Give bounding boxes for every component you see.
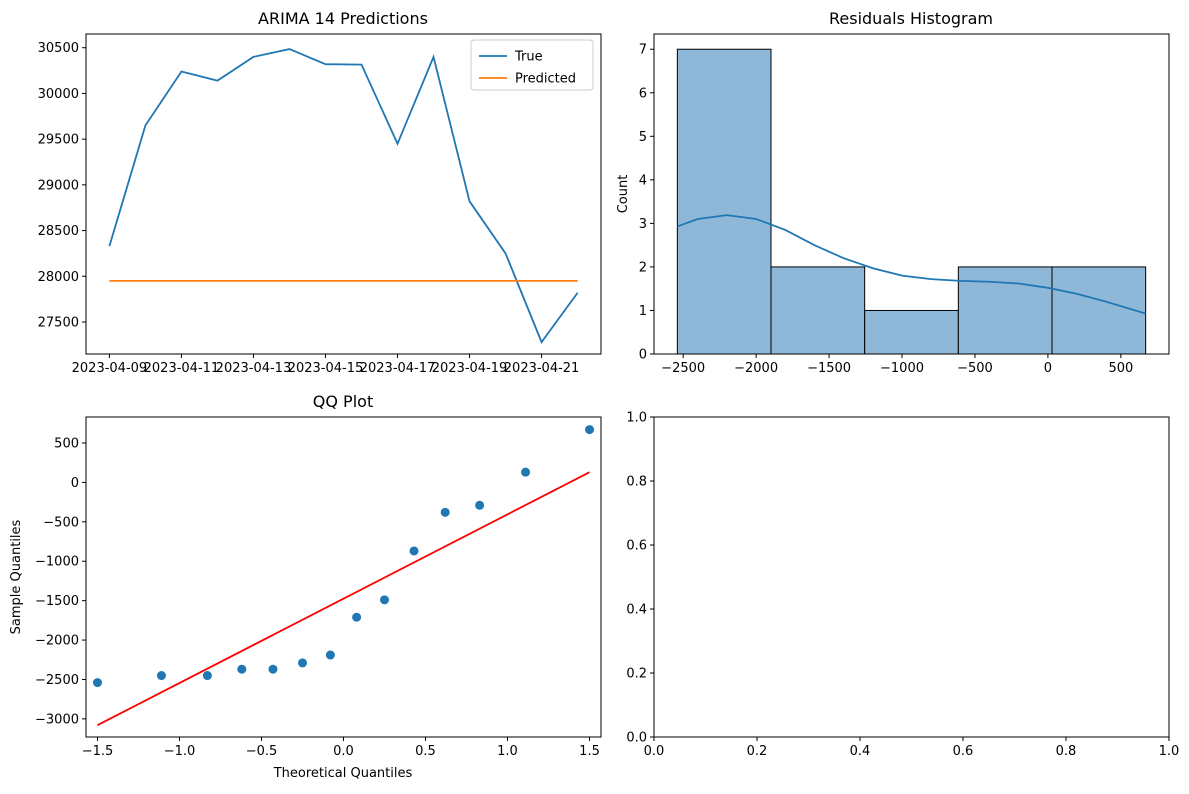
qq-point — [352, 612, 362, 622]
qq-point — [237, 664, 247, 674]
y-tick-label: 29500 — [38, 133, 79, 148]
y-tick-label: −2000 — [35, 634, 79, 649]
y-tick-label: 4 — [639, 173, 647, 188]
qq-point — [92, 678, 102, 688]
qq-point — [325, 650, 335, 660]
y-tick-label: 0.0 — [626, 731, 647, 746]
histogram-bar — [676, 48, 772, 355]
histogram-bar — [770, 266, 866, 355]
x-tick-label: 1.0 — [1159, 744, 1180, 759]
x-tick-label: −1500 — [807, 361, 851, 376]
y-tick-label: 30500 — [38, 41, 79, 56]
qq-point — [268, 664, 278, 674]
y-tick-label: 0.8 — [626, 475, 647, 490]
y-tick-label: 3 — [639, 217, 647, 232]
x-tick-label: 2023-04-09 — [72, 361, 148, 376]
axes-frame — [653, 33, 1170, 355]
y-axis-label: Count — [616, 175, 631, 214]
y-tick-label: 1 — [639, 304, 647, 319]
x-tick-label: 2023-04-21 — [504, 361, 580, 376]
empty-chart: 0.0 0.2 0.4 0.6 0.8 1.0 0.0 0.2 0.4 0.6 0.8 1.0 — [626, 411, 1179, 760]
x-tick-label: 1.5 — [579, 744, 600, 759]
x-tick-label: −2000 — [734, 361, 778, 376]
residuals-histogram-chart: Residuals Histogram Count 0 1 2 3 4 5 6 7 −2500 −… — [616, 9, 1170, 376]
y-tick-label: 1.0 — [626, 411, 647, 426]
x-tick-label: −0.5 — [246, 744, 278, 759]
qq-point — [521, 467, 531, 477]
y-tick-label: −3000 — [35, 712, 79, 727]
y-tick-label: 7 — [639, 43, 647, 58]
y-tick-label: −1500 — [35, 594, 79, 609]
y-tick-label: 29000 — [38, 178, 79, 193]
y-tick-label: 0 — [639, 348, 647, 363]
x-tick-label: 0.2 — [747, 744, 768, 759]
histogram-bar — [864, 309, 959, 355]
y-tick-label: 28000 — [38, 270, 79, 285]
qq-point — [156, 671, 166, 681]
y-tick-label: 28500 — [38, 224, 79, 239]
qq-point — [409, 546, 419, 556]
y-tick-label: 0.6 — [626, 539, 647, 554]
axes-frame — [653, 416, 1170, 738]
predictions-chart: ARIMA 14 Predictions 27500 28000 28500 2900… — [38, 9, 602, 376]
x-tick-label: 0.4 — [850, 744, 871, 759]
histogram-bar — [957, 266, 1053, 355]
x-tick-label: 2023-04-19 — [432, 361, 508, 376]
x-tick-label: 2023-04-17 — [360, 361, 436, 376]
x-tick-label: −500 — [957, 361, 993, 376]
y-tick-label: −1000 — [35, 555, 79, 570]
axes-frame — [85, 416, 602, 738]
x-tick-label: 2023-04-15 — [288, 361, 364, 376]
y-tick-label: 0.2 — [626, 667, 647, 682]
y-tick-label: 500 — [54, 437, 79, 452]
y-tick-label: 30000 — [38, 87, 79, 102]
x-tick-label: 1.0 — [497, 744, 518, 759]
x-tick-label: 2023-04-11 — [144, 361, 220, 376]
x-tick-label: 0.5 — [415, 744, 436, 759]
qq-point — [440, 507, 450, 517]
histogram-bar — [1051, 266, 1147, 355]
y-tick-label: 0.4 — [626, 603, 647, 618]
y-tick-label: 6 — [639, 86, 647, 101]
legend: True Predicted — [470, 39, 594, 91]
kde-curve — [677, 214, 1146, 315]
x-tick-label: 500 — [1108, 361, 1133, 376]
legend-label: True — [514, 50, 543, 65]
x-tick-label: −2500 — [661, 361, 705, 376]
x-tick-label: 0.0 — [644, 744, 665, 759]
qq-point — [297, 658, 307, 668]
x-tick-label: −1000 — [880, 361, 924, 376]
chart-title: ARIMA 14 Predictions — [258, 9, 428, 28]
series-line-true — [108, 48, 579, 344]
chart-title: QQ Plot — [313, 392, 373, 411]
qq-plot-chart: QQ Plot Theoretical Quantiles Sample Qua… — [9, 392, 602, 781]
qq-point — [475, 500, 485, 510]
y-axis-label: Sample Quantiles — [9, 519, 24, 634]
axes-frame — [85, 33, 602, 355]
x-tick-label: −1.5 — [82, 744, 114, 759]
qq-point — [585, 425, 595, 435]
y-tick-label: −2500 — [35, 673, 79, 688]
legend-label: Predicted — [515, 72, 576, 87]
x-axis-label: Theoretical Quantiles — [273, 766, 413, 781]
reference-line — [97, 471, 590, 726]
x-tick-label: −1.0 — [164, 744, 196, 759]
x-tick-label: 0.6 — [953, 744, 974, 759]
y-tick-label: 5 — [639, 130, 647, 145]
qq-point — [202, 671, 212, 681]
x-tick-label: 0.0 — [333, 744, 354, 759]
qq-point — [380, 595, 390, 605]
chart-title: Residuals Histogram — [829, 9, 993, 28]
y-tick-label: 27500 — [38, 316, 79, 331]
y-tick-label: 2 — [639, 260, 647, 275]
x-tick-label: 0 — [1044, 361, 1052, 376]
y-tick-label: 0 — [71, 476, 79, 491]
y-tick-label: −500 — [43, 515, 79, 530]
x-tick-label: 0.8 — [1056, 744, 1077, 759]
x-tick-label: 2023-04-13 — [216, 361, 292, 376]
